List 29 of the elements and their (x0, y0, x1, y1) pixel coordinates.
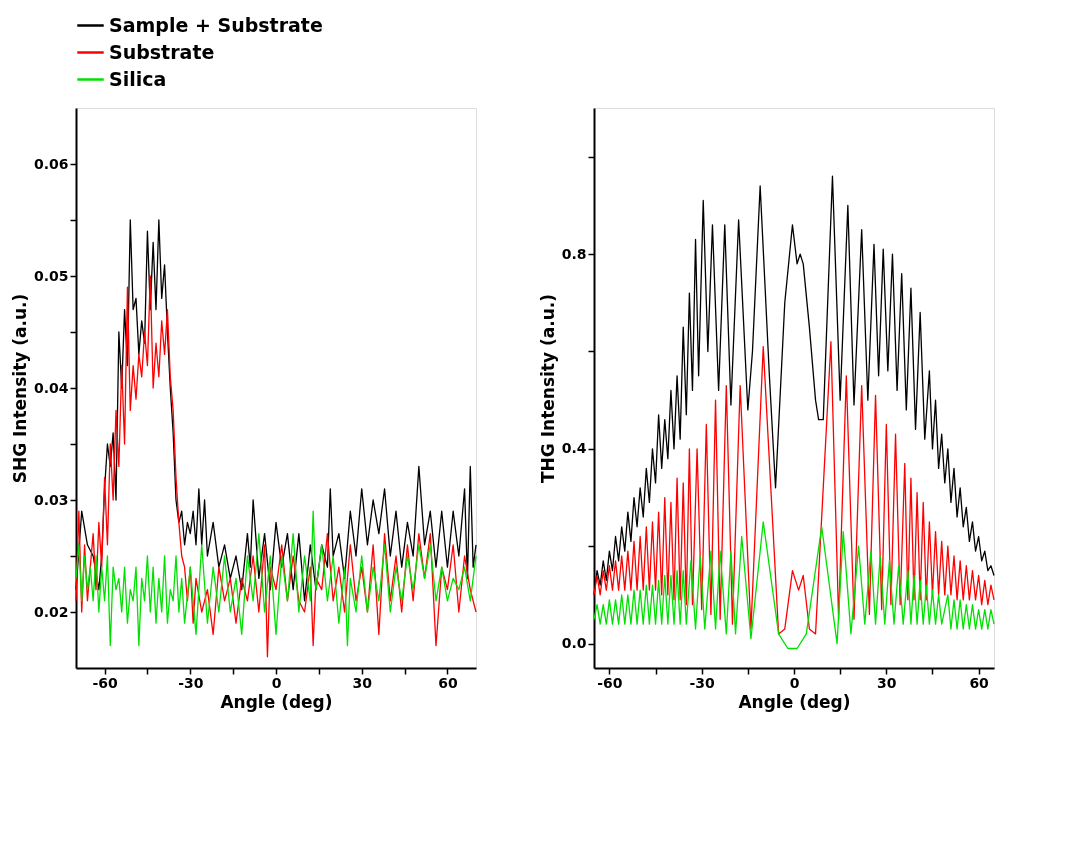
legend-label: Silica (109, 67, 167, 90)
x-tick-label: 30 (877, 674, 897, 691)
y-tick-label: 0.4 (561, 440, 587, 457)
y-tick-label: 0.05 (33, 267, 69, 284)
y-tick-label: 0.02 (33, 603, 69, 620)
legend-label: Substrate (109, 40, 215, 63)
y-tick-label: 0.0 (561, 635, 587, 652)
legend-label: Sample + Substrate (109, 13, 323, 36)
x-tick-label: 30 (352, 674, 373, 691)
x-axis-title: Angle (deg) (220, 691, 333, 712)
x-tick-label: -30 (178, 674, 204, 691)
line-series (593, 521, 995, 650)
x-tick-label: -60 (92, 674, 118, 691)
x-tick-label: 60 (438, 674, 458, 691)
x-tick-label: -30 (689, 674, 716, 691)
x-tick-label: -60 (597, 674, 623, 691)
line-series (593, 341, 995, 635)
y-tick-label: 0.03 (33, 491, 69, 508)
y-tick-label: 0.06 (33, 155, 69, 172)
x-tick-label: 0 (789, 674, 800, 691)
x-axis-title: Angle (deg) (738, 691, 851, 712)
x-tick-label: 60 (969, 674, 990, 691)
y-axis-title: THG Intensity (a.u.) (537, 294, 558, 483)
y-tick-label: 0.04 (33, 379, 69, 396)
x-tick-label: 0 (271, 674, 282, 691)
line-series (75, 275, 477, 658)
y-tick-label: 0.8 (561, 245, 587, 262)
y-axis-title: SHG Intensity (a.u.) (9, 293, 30, 484)
line-series (75, 510, 477, 647)
